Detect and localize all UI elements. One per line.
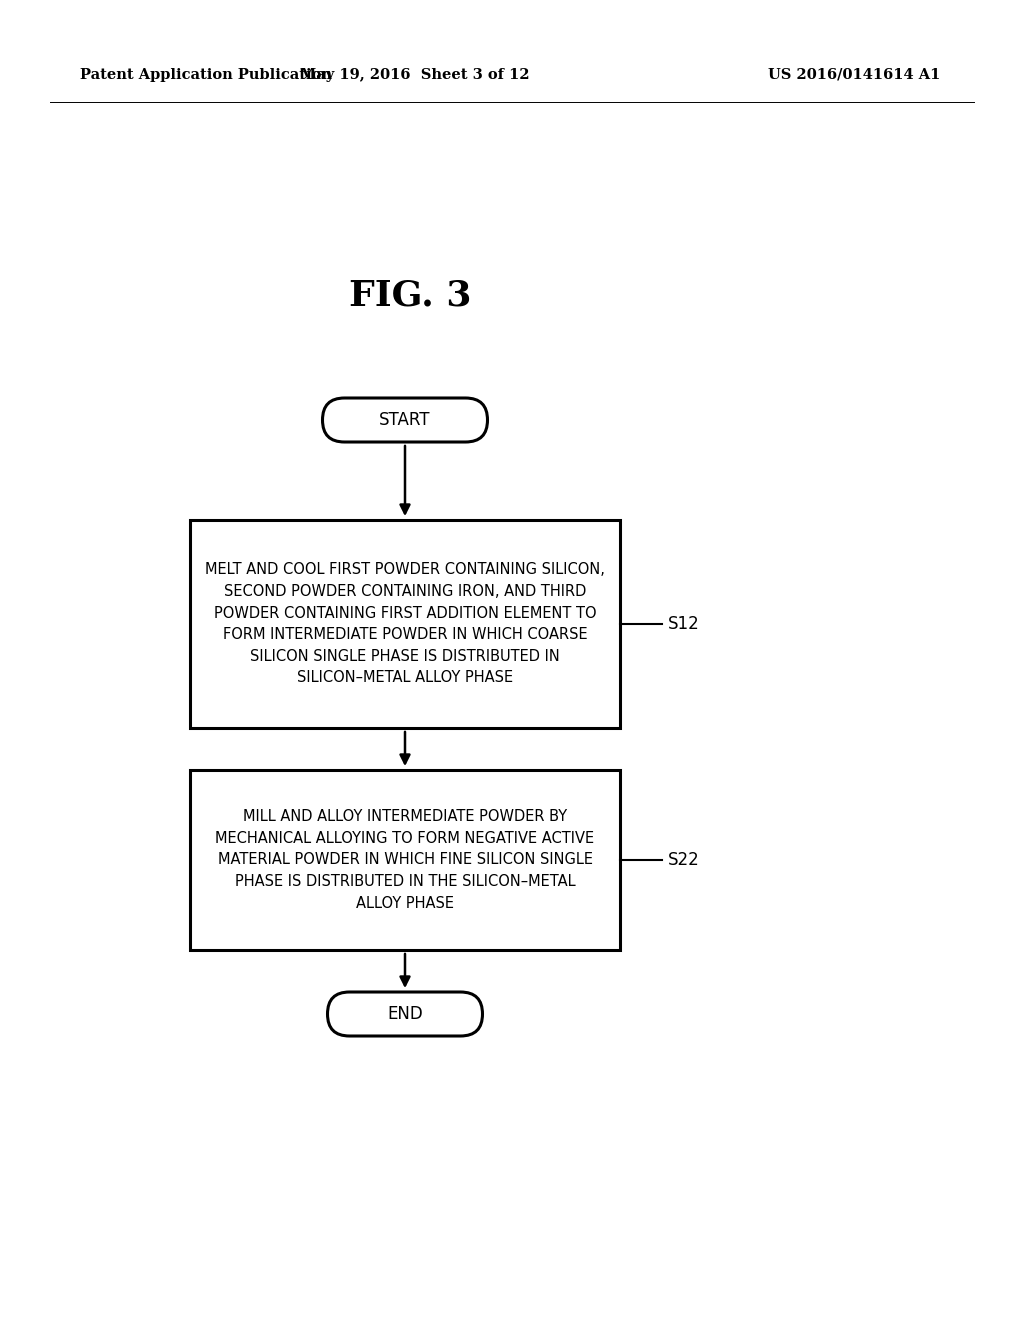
FancyBboxPatch shape bbox=[190, 770, 620, 950]
Text: START: START bbox=[379, 411, 431, 429]
Text: MELT AND COOL FIRST POWDER CONTAINING SILICON,
SECOND POWDER CONTAINING IRON, AN: MELT AND COOL FIRST POWDER CONTAINING SI… bbox=[205, 562, 605, 685]
Text: S12: S12 bbox=[668, 615, 699, 634]
FancyBboxPatch shape bbox=[323, 399, 487, 442]
Text: MILL AND ALLOY INTERMEDIATE POWDER BY
MECHANICAL ALLOYING TO FORM NEGATIVE ACTIV: MILL AND ALLOY INTERMEDIATE POWDER BY ME… bbox=[215, 809, 595, 911]
Text: S22: S22 bbox=[668, 851, 699, 869]
Text: Patent Application Publication: Patent Application Publication bbox=[80, 69, 332, 82]
FancyBboxPatch shape bbox=[328, 993, 482, 1036]
Text: US 2016/0141614 A1: US 2016/0141614 A1 bbox=[768, 69, 940, 82]
Text: May 19, 2016  Sheet 3 of 12: May 19, 2016 Sheet 3 of 12 bbox=[300, 69, 529, 82]
Text: FIG. 3: FIG. 3 bbox=[349, 279, 471, 312]
Text: END: END bbox=[387, 1005, 423, 1023]
FancyBboxPatch shape bbox=[190, 520, 620, 729]
